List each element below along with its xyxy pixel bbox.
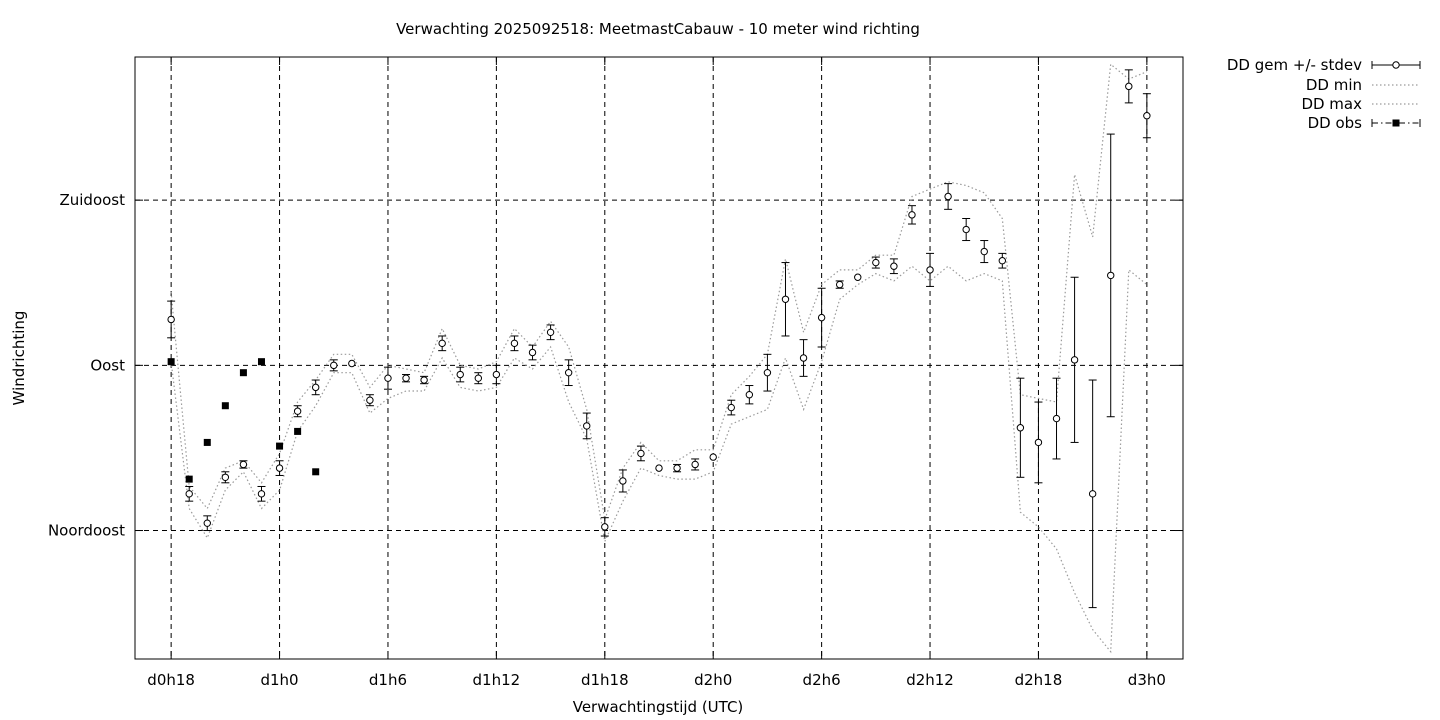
dd-mean-point [257,490,266,498]
dd-mean-point [872,258,880,267]
dd-mean-point [1125,82,1133,91]
dd-mean-point [781,295,790,303]
dd-mean-point [854,273,862,281]
legend-label: DD max [1301,95,1362,113]
dd-obs-point [294,427,302,435]
dd-mean-point [709,453,717,461]
dd-mean-point [311,383,320,392]
dd-obs-point [185,475,193,483]
dd-mean-point [1143,112,1151,120]
dd-mean-point [908,211,916,219]
dd-mean-point [275,464,284,472]
dd-mean-point [167,315,175,324]
dd-obs-point [203,438,211,446]
legend-label: DD min [1306,76,1362,94]
dd-mean-point [1052,414,1061,423]
dd-mean-point [510,339,519,348]
dd-mean-point [384,374,392,382]
dd-mean-point [763,368,772,377]
dd-mean-point [691,460,699,469]
dd-mean-point [438,339,446,348]
x-tick-label: d1h12 [473,671,521,689]
dd-mean-point [293,407,302,415]
dd-obs-point [167,358,175,366]
dd-obs-point [312,468,320,476]
dd-mean-point [420,376,428,384]
dd-mean-point [1088,490,1097,498]
dd-mean-point [583,422,591,430]
x-axis-label: Verwachtingstijd (UTC) [573,698,744,716]
y-axis-ticks: Noordoost Oost Zuidoost [48,191,1183,540]
dd-mean-point [727,403,735,412]
dd-mean-point [1107,271,1115,280]
dd-mean-point [926,266,934,274]
dd-mean-point [1070,356,1079,364]
x-tick-label: d1h0 [260,671,298,689]
grid-lines [135,57,1183,659]
legend-label: DD gem +/- stdev [1227,56,1362,74]
dd-mean-point [601,523,609,531]
dd-mean-point [637,449,645,458]
y-axis-label: Windrichting [10,311,28,406]
dd-obs-point [221,402,229,410]
dd-mean-point [456,370,464,379]
series-dd-max-line [170,63,1148,520]
dd-mean-point [203,519,211,527]
dd-mean-point [655,464,663,472]
dd-mean-point [817,313,826,322]
dd-mean-point [998,257,1007,265]
dd-obs-point [239,369,247,377]
dd-mean-point [962,225,970,234]
x-tick-label: d3h0 [1128,671,1166,689]
dd-obs-point [276,442,284,450]
dd-mean-point [944,192,952,201]
dd-mean-point [348,359,356,368]
plot-frame [134,56,1184,660]
legend-label: DD obs [1308,114,1363,132]
series-dd-min-line [170,265,1148,654]
dd-mean-point [330,361,338,370]
dd-mean-point [474,374,483,382]
dd-mean-point [492,370,501,379]
dd-mean-point [799,354,808,362]
legend-swatch-marker [1392,119,1400,127]
y-tick-label: Oost [90,356,125,374]
dd-mean-point [546,328,555,337]
dd-mean-point [980,247,988,256]
x-axis-ticks: d0h18 d1h0 d1h6 d1h12 d1h18 d2h0 d2h6 d2h12 d2h1… [147,57,1166,689]
dd-mean-point [745,391,754,399]
x-tick-label: d2h6 [803,671,841,689]
x-tick-label: d0h18 [147,671,195,689]
x-tick-label: d1h6 [369,671,407,689]
dd-mean-point [564,368,573,377]
dd-mean-point [239,460,248,469]
dd-mean-point [890,262,898,270]
y-tick-label: Noordoost [48,522,125,540]
dd-mean-point [619,477,627,485]
dd-mean-point [221,473,230,481]
dd-mean-point [673,464,681,472]
x-tick-label: d2h0 [694,671,732,689]
dd-mean-point [402,374,410,382]
plot-series [167,63,1151,654]
dd-mean-point [366,396,374,404]
dd-mean-point [1016,424,1025,432]
dd-mean-point [1034,438,1043,447]
x-tick-label: d2h18 [1015,671,1063,689]
dd-mean-point [185,490,193,498]
legend-swatch-marker [1392,61,1400,69]
y-tick-label: Zuidoost [59,191,125,209]
x-tick-label: d1h18 [581,671,629,689]
x-tick-label: d2h12 [906,671,954,689]
dd-obs-point [257,358,265,366]
dd-mean-point [835,280,844,289]
chart-title: Verwachting 2025092518: MeetmastCabauw -… [396,20,920,38]
dd-mean-point [528,348,537,357]
